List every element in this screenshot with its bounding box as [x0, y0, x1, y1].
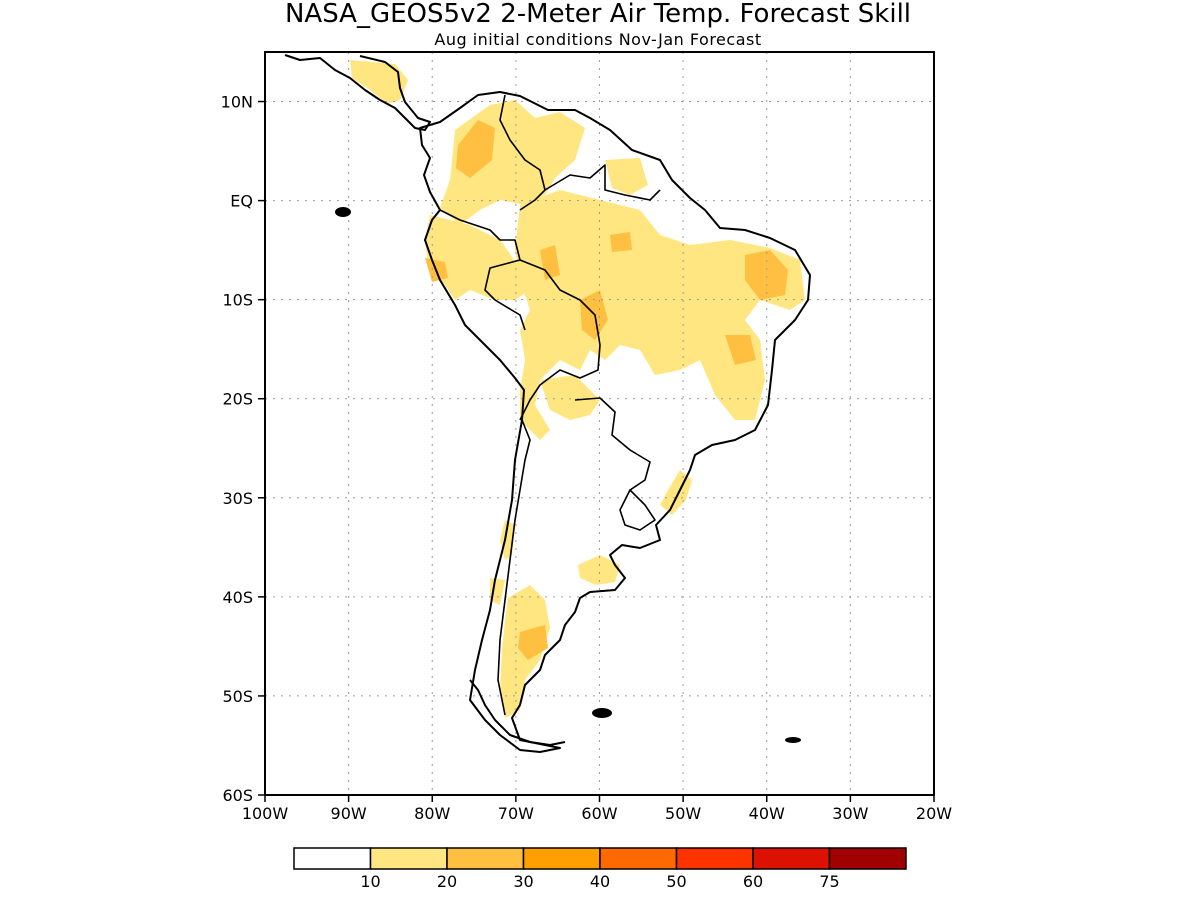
colorbar-label: 50: [666, 872, 686, 891]
colorbar-label: 60: [743, 872, 763, 891]
lon-tick-label: 40W: [749, 804, 785, 823]
colorbar-swatch: [293, 847, 372, 870]
lon-tick-label: 30W: [832, 804, 868, 823]
lat-tick-label: 30S: [222, 489, 253, 508]
lat-tick-label: 10N: [221, 93, 253, 112]
map-subtitle: Aug initial conditions Nov-Jan Forecast: [434, 30, 761, 49]
longitude-tick-labels: 100W 90W 80W 70W 60W 50W 40W 30W 20W: [242, 795, 952, 823]
lon-tick-label: 70W: [498, 804, 534, 823]
shade-light-amazon: [515, 190, 805, 440]
latitude-tick-labels: 10N EQ 10S 20S 30S 40S 50S 60S: [221, 93, 265, 805]
border-argentina-chile: [497, 419, 531, 716]
lat-tick-label: 60S: [222, 786, 253, 805]
border-argentina-uruguay: [619, 489, 656, 531]
shade-medium-patagonia: [518, 625, 548, 660]
lon-tick-label: 50W: [665, 804, 701, 823]
border-venezuela-brazil: [544, 164, 661, 201]
islands: [335, 207, 801, 743]
island-galapagos: [335, 207, 351, 217]
shade-light-ecuador-peru: [425, 215, 530, 300]
colorbar-label: 10: [360, 872, 380, 891]
colorbar-swatch: [522, 847, 601, 870]
country-borders: [439, 94, 661, 716]
lat-tick-label: EQ: [230, 192, 253, 211]
lon-tick-label: 100W: [242, 804, 289, 823]
colorbar-swatch: [752, 847, 831, 870]
colorbar-swatch: [369, 847, 448, 870]
island-falklands: [592, 708, 612, 718]
lon-tick-label: 60W: [581, 804, 617, 823]
border-ecuador-peru: [439, 209, 526, 331]
coastline-central-america: [284, 54, 431, 131]
coastline-tierra-del-fuego: [469, 679, 566, 746]
shade-light-central-america: [350, 60, 408, 104]
colorbar-swatch: [446, 847, 525, 870]
lon-tick-label: 20W: [916, 804, 952, 823]
plot-area: [264, 51, 935, 796]
plot-background: [265, 52, 934, 795]
lon-tick-label: 90W: [331, 804, 367, 823]
shade-medium-colombia: [456, 120, 495, 178]
island-south-georgia: [785, 737, 801, 743]
lat-tick-label: 50S: [222, 687, 253, 706]
colorbar-swatch: [675, 847, 754, 870]
colorbar-label: 75: [819, 872, 839, 891]
shade-medium-northeast: [745, 250, 788, 300]
colorbar-label: 40: [590, 872, 610, 891]
shade-light-pampas: [578, 555, 620, 585]
lon-tick-label: 80W: [414, 804, 450, 823]
colorbar-swatch: [599, 847, 678, 870]
skill-shading: [350, 60, 805, 718]
colorbar: 10 20 30 40 50 60 75: [293, 847, 907, 891]
shade-medium-amazon-b: [610, 232, 632, 252]
lat-tick-label: 20S: [222, 390, 253, 409]
colorbar-swatch: [828, 847, 907, 870]
colorbar-label: 30: [513, 872, 533, 891]
colorbar-label: 20: [437, 872, 457, 891]
coastline-south-america: [419, 91, 811, 753]
lat-tick-label: 10S: [222, 291, 253, 310]
shade-light-bolivia: [540, 375, 600, 420]
lat-tick-label: 40S: [222, 588, 253, 607]
shade-light-guiana: [605, 158, 648, 195]
border-bolivia-paraguay: [574, 397, 651, 491]
coastlines: [284, 54, 811, 753]
border-colombia-venezuela: [499, 94, 546, 211]
shade-medium-central: [725, 335, 756, 365]
map-title: NASA_GEOS5v2 2-Meter Air Temp. Forecast …: [285, 0, 911, 29]
border-peru-brazil-bolivia: [519, 259, 601, 421]
